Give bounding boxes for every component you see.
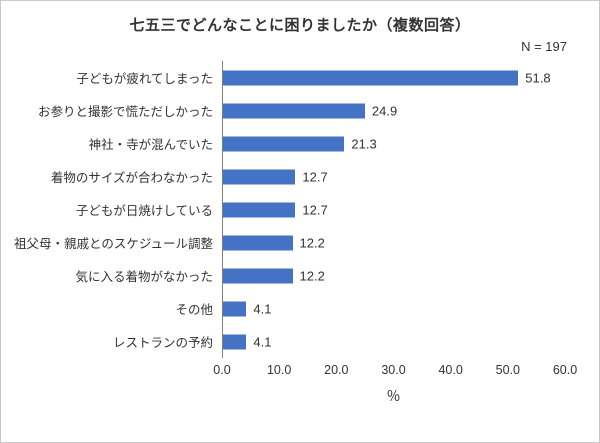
bar-track: 12.7 <box>222 160 565 193</box>
x-axis-label: ％ <box>386 388 401 404</box>
category-label: 着物のサイズが合わなかった <box>50 171 213 185</box>
bar <box>223 202 296 217</box>
x-tick-label: 10.0 <box>266 363 292 377</box>
value-label: 24.9 <box>371 103 398 118</box>
bar-track: 4.1 <box>222 325 565 358</box>
bar-chart: 子どもが疲れてしまった 51.8 お参りと撮影で慌ただしかった 24.9 神社・… <box>13 61 577 406</box>
bar <box>223 103 365 118</box>
chart-row: レストランの予約 4.1 <box>17 325 565 358</box>
value-label: 12.2 <box>299 268 325 283</box>
chart-row: 祖父母・親戚とのスケジュール調整 12.2 <box>13 226 565 259</box>
bar-track: 4.1 <box>222 292 565 325</box>
chart-row: 子どもが疲れてしまった 51.8 <box>17 61 565 94</box>
x-tick-label: 60.0 <box>552 363 578 377</box>
chart-row: 子どもが日焼けしている 12.7 <box>17 193 565 226</box>
category-label: 子どもが疲れてしまった <box>76 72 213 86</box>
chart-row: 神社・寺が混んでいた 21.3 <box>17 127 565 160</box>
bar <box>223 334 247 349</box>
sample-size-label: N = 197 <box>521 39 567 54</box>
bar <box>223 169 296 184</box>
category-label: 祖父母・親戚とのスケジュール調整 <box>13 237 213 251</box>
category-label: お参りと撮影で慌ただしかった <box>37 105 213 119</box>
bar-track: 12.2 <box>222 226 565 259</box>
chart-row: 気に入る着物がなかった 12.2 <box>17 259 565 292</box>
bar <box>223 136 345 151</box>
x-tick-label: 30.0 <box>381 363 406 377</box>
value-label: 12.2 <box>299 235 325 250</box>
x-tick-label: 50.0 <box>495 363 520 377</box>
chart-row: 着物のサイズが合わなかった 12.7 <box>17 160 565 193</box>
value-label: 4.1 <box>253 301 272 316</box>
chart-row: その他 4.1 <box>17 292 565 325</box>
bar <box>223 301 247 316</box>
bar-rows: 子どもが疲れてしまった 51.8 お参りと撮影で慌ただしかった 24.9 神社・… <box>13 61 565 358</box>
value-label: 12.7 <box>302 169 328 184</box>
bar-track: 51.8 <box>222 61 565 94</box>
bar-track: 12.2 <box>222 259 565 292</box>
bar <box>223 70 519 85</box>
bar-track: 21.3 <box>222 127 565 160</box>
x-tick-label: 20.0 <box>324 363 349 377</box>
category-label: レストランの予約 <box>112 336 213 350</box>
chart-title: 七五三でどんなことに困りましたか（複数回答） <box>129 17 471 34</box>
x-tick-label: 40.0 <box>438 363 463 377</box>
x-tick-label: 0.0 <box>213 363 231 377</box>
bar-track: 24.9 <box>222 94 565 127</box>
category-label: 神社・寺が混んでいた <box>88 138 213 152</box>
category-label: その他 <box>175 303 213 317</box>
category-label: 子どもが日焼けしている <box>75 204 213 218</box>
value-label: 21.3 <box>351 136 377 151</box>
category-label: 気に入る着物がなかった <box>75 270 213 284</box>
value-label: 4.1 <box>253 334 272 349</box>
bar-track: 12.7 <box>222 193 565 226</box>
bar <box>223 268 293 283</box>
value-label: 51.8 <box>525 70 551 85</box>
bar <box>223 235 293 250</box>
value-label: 12.7 <box>302 202 328 217</box>
chart-row: お参りと撮影で慌ただしかった 24.9 <box>17 94 565 127</box>
x-axis-ticks: 0.0 10.0 20.0 30.0 40.0 50.0 60.0 <box>213 358 577 378</box>
